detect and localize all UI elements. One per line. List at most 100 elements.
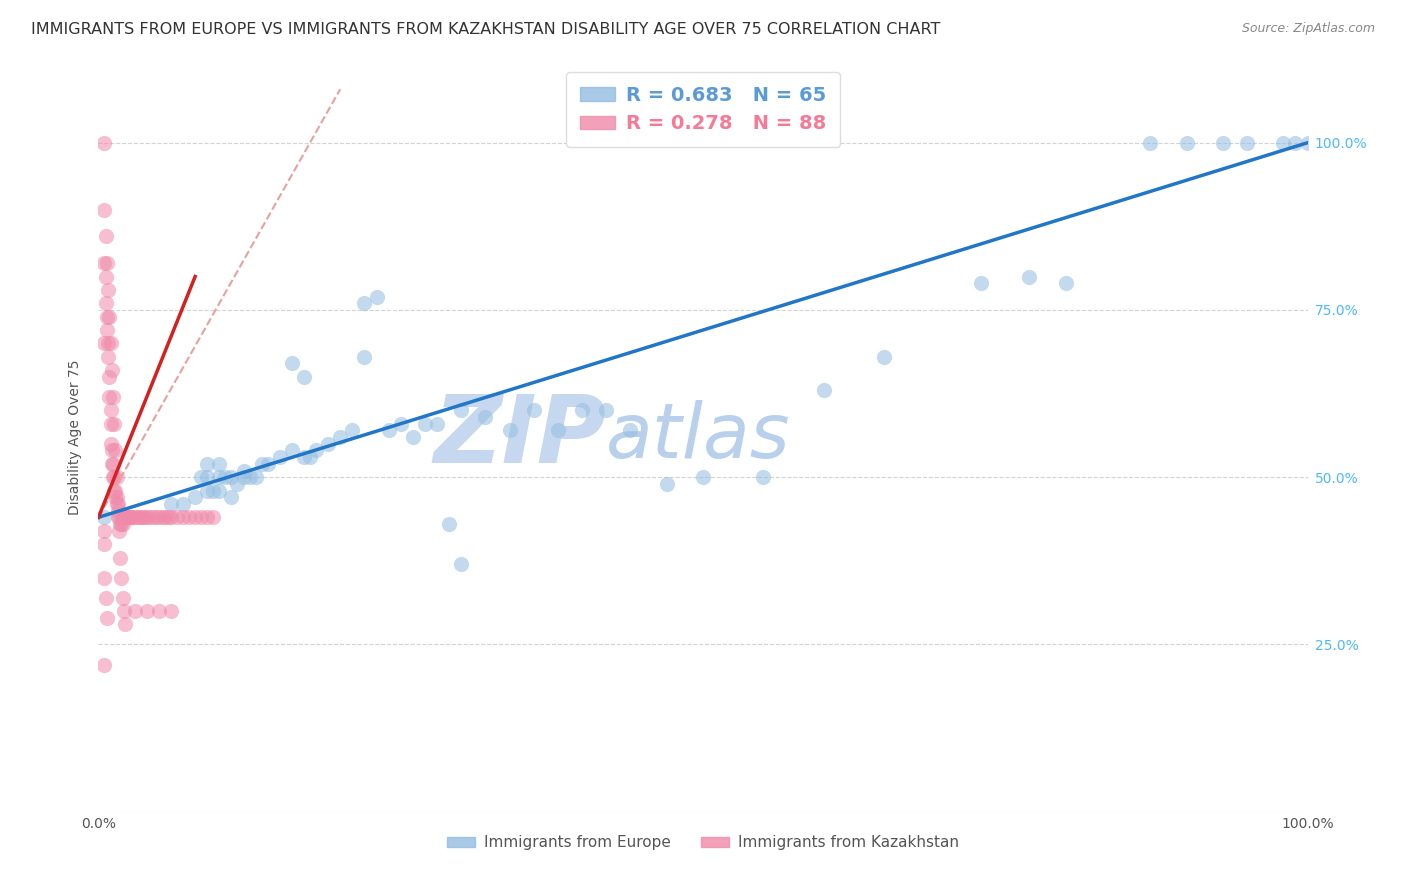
Point <box>160 604 183 618</box>
Point <box>202 483 225 498</box>
Point <box>104 483 127 498</box>
Point <box>138 510 160 524</box>
Point <box>93 571 115 585</box>
Point <box>103 470 125 484</box>
Point <box>100 363 122 377</box>
Point <box>316 436 339 450</box>
Point <box>101 390 124 404</box>
Point <box>107 510 129 524</box>
Point <box>1296 136 1319 150</box>
Point <box>195 483 218 498</box>
Point <box>1272 136 1295 150</box>
Point <box>157 510 180 524</box>
Point <box>1018 269 1040 284</box>
Point <box>305 443 328 458</box>
Point <box>172 497 194 511</box>
Point <box>93 202 115 217</box>
Point <box>105 491 128 505</box>
Point <box>153 510 176 524</box>
Point <box>108 550 131 565</box>
Point <box>221 470 243 484</box>
Point <box>108 524 131 538</box>
Point <box>112 604 135 618</box>
Point <box>135 604 157 618</box>
Point <box>292 369 315 384</box>
Point <box>97 350 120 364</box>
Point <box>752 470 775 484</box>
Point <box>93 537 115 551</box>
Point <box>1236 136 1258 150</box>
Point <box>195 470 218 484</box>
Point <box>100 457 122 471</box>
Point <box>97 283 120 297</box>
Point <box>145 510 167 524</box>
Point <box>1139 136 1161 150</box>
Point <box>104 443 127 458</box>
Point <box>93 657 115 672</box>
Point <box>152 510 174 524</box>
Point <box>619 424 641 438</box>
Point <box>94 296 117 310</box>
Point <box>353 296 375 310</box>
Point <box>131 510 153 524</box>
Point <box>118 510 141 524</box>
Y-axis label: Disability Age Over 75: Disability Age Over 75 <box>67 359 82 515</box>
Point <box>101 457 124 471</box>
Point <box>292 450 315 465</box>
Point <box>107 503 129 517</box>
Point <box>239 470 262 484</box>
Point <box>245 470 267 484</box>
Point <box>269 450 291 465</box>
Point <box>142 510 165 524</box>
Point <box>105 497 128 511</box>
Point <box>179 510 201 524</box>
Point <box>166 510 188 524</box>
Point <box>104 491 127 505</box>
Point <box>120 510 142 524</box>
Point <box>450 557 472 572</box>
Point <box>94 591 117 605</box>
Point <box>329 430 352 444</box>
Point <box>498 424 520 438</box>
Point <box>426 417 449 431</box>
Point <box>366 289 388 303</box>
Point <box>97 336 120 351</box>
Point <box>571 403 593 417</box>
Point <box>124 604 146 618</box>
Point <box>108 510 131 524</box>
Point <box>101 470 124 484</box>
Point <box>148 604 170 618</box>
Point <box>117 510 139 524</box>
Point <box>190 470 212 484</box>
Point <box>402 430 425 444</box>
Point <box>1284 136 1306 150</box>
Point <box>353 350 375 364</box>
Point <box>96 256 118 270</box>
Point <box>160 497 183 511</box>
Point <box>1212 136 1234 150</box>
Point <box>98 310 121 324</box>
Point <box>208 470 231 484</box>
Point <box>595 403 617 417</box>
Point <box>195 457 218 471</box>
Point <box>118 510 141 524</box>
Point <box>547 424 569 438</box>
Point <box>93 510 115 524</box>
Point <box>813 384 835 398</box>
Point <box>108 517 131 532</box>
Point <box>100 403 122 417</box>
Text: IMMIGRANTS FROM EUROPE VS IMMIGRANTS FROM KAZAKHSTAN DISABILITY AGE OVER 75 CORR: IMMIGRANTS FROM EUROPE VS IMMIGRANTS FRO… <box>31 22 941 37</box>
Point <box>96 323 118 337</box>
Point <box>232 470 254 484</box>
Point <box>221 491 243 505</box>
Point <box>256 457 278 471</box>
Point <box>281 356 304 371</box>
Point <box>184 510 207 524</box>
Point <box>299 450 322 465</box>
Point <box>1054 277 1077 291</box>
Point <box>127 510 149 524</box>
Point <box>208 457 231 471</box>
Point <box>111 517 134 532</box>
Point <box>110 517 132 532</box>
Point <box>190 510 212 524</box>
